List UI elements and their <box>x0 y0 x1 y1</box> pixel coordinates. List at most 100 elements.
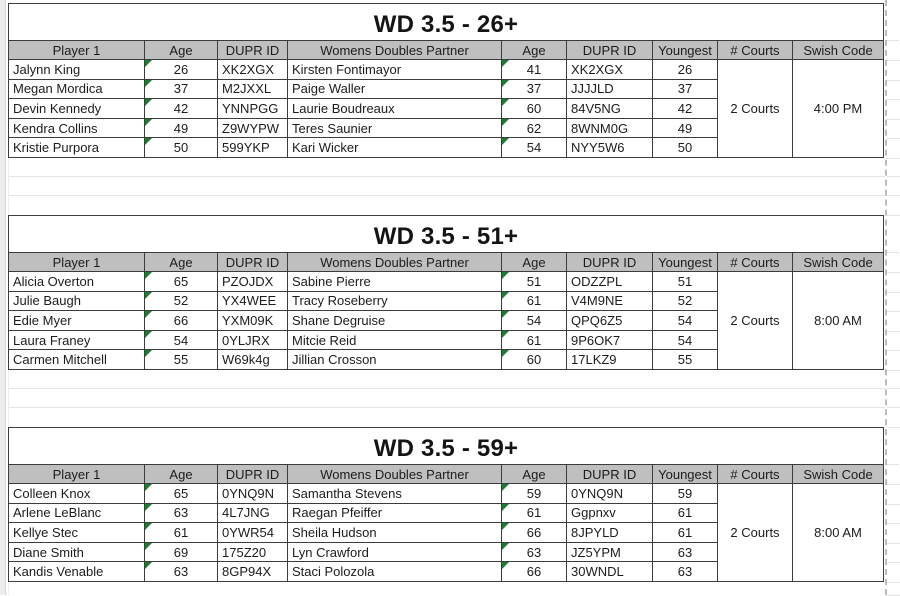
youngest-cell[interactable]: 54 <box>653 311 718 331</box>
partner-age-cell[interactable]: 66 <box>502 523 567 543</box>
column-header-player-1[interactable]: Player 1 <box>8 464 145 484</box>
age-cell[interactable]: 49 <box>145 118 218 139</box>
dupr-id-cell[interactable]: 0YWR54 <box>218 523 288 543</box>
partner-age-cell[interactable]: 54 <box>502 138 567 158</box>
partner-cell[interactable]: Lyn Crawford <box>288 542 502 563</box>
partner-age-cell[interactable]: 60 <box>502 350 567 370</box>
column-header-youngest[interactable]: Youngest <box>653 464 718 484</box>
swish-code-cell[interactable]: 4:00 PM <box>793 60 884 158</box>
youngest-cell[interactable]: 42 <box>653 99 718 119</box>
youngest-cell[interactable]: 61 <box>653 523 718 543</box>
section-title-cell[interactable]: WD 3.5 - 51+ <box>8 215 899 253</box>
dupr-id-cell[interactable]: 0YNQ9N <box>218 484 288 504</box>
age-cell[interactable]: 50 <box>145 138 218 158</box>
partner-age-cell[interactable]: 66 <box>502 562 567 582</box>
partner-age-cell[interactable]: 63 <box>502 542 567 563</box>
partner-dupr-id-cell[interactable]: ODZZPL <box>567 272 653 292</box>
column-header-num-courts[interactable]: # Courts <box>718 464 793 484</box>
player1-cell[interactable]: Devin Kennedy <box>8 99 145 119</box>
column-header-dupr-id[interactable]: DUPR ID <box>218 464 288 484</box>
partner-cell[interactable]: Shane Degruise <box>288 311 502 331</box>
player1-cell[interactable]: Kellye Stec <box>8 523 145 543</box>
partner-cell[interactable]: Staci Polozola <box>288 562 502 582</box>
youngest-cell[interactable]: 49 <box>653 118 718 139</box>
column-header-age-2[interactable]: Age <box>502 464 567 484</box>
dupr-id-cell[interactable]: PZOJDX <box>218 272 288 292</box>
player1-cell[interactable]: Arlene LeBlanc <box>8 503 145 524</box>
age-cell[interactable]: 63 <box>145 503 218 524</box>
player1-cell[interactable]: Jalynn King <box>8 60 145 80</box>
partner-age-cell[interactable]: 54 <box>502 311 567 331</box>
column-header-womens-doubles-partner[interactable]: Womens Doubles Partner <box>288 464 502 484</box>
partner-age-cell[interactable]: 62 <box>502 118 567 139</box>
column-header-player-1[interactable]: Player 1 <box>8 40 145 60</box>
column-header-swish-code[interactable]: Swish Code <box>793 464 884 484</box>
age-cell[interactable]: 61 <box>145 523 218 543</box>
swish-code-cell[interactable]: 8:00 AM <box>793 272 884 370</box>
dupr-id-cell[interactable]: M2JXXL <box>218 79 288 100</box>
age-cell[interactable]: 52 <box>145 291 218 312</box>
youngest-cell[interactable]: 63 <box>653 542 718 563</box>
courts-cell[interactable]: 2 Courts <box>718 272 793 370</box>
column-header-dupr-id-2[interactable]: DUPR ID <box>567 464 653 484</box>
partner-dupr-id-cell[interactable]: JJJJLD <box>567 79 653 100</box>
youngest-cell[interactable]: 63 <box>653 562 718 582</box>
youngest-cell[interactable]: 51 <box>653 272 718 292</box>
column-header-dupr-id-2[interactable]: DUPR ID <box>567 40 653 60</box>
empty-grid-area[interactable] <box>8 158 900 216</box>
partner-dupr-id-cell[interactable]: 8JPYLD <box>567 523 653 543</box>
player1-cell[interactable]: Colleen Knox <box>8 484 145 504</box>
partner-dupr-id-cell[interactable]: 0YNQ9N <box>567 484 653 504</box>
age-cell[interactable]: 66 <box>145 311 218 331</box>
partner-cell[interactable]: Teres Saunier <box>288 118 502 139</box>
dupr-id-cell[interactable]: YX4WEE <box>218 291 288 312</box>
partner-cell[interactable]: Paige Waller <box>288 79 502 100</box>
empty-grid-area[interactable] <box>8 582 900 596</box>
column-header-womens-doubles-partner[interactable]: Womens Doubles Partner <box>288 40 502 60</box>
player1-cell[interactable]: Carmen Mitchell <box>8 350 145 370</box>
column-header-swish-code[interactable]: Swish Code <box>793 252 884 272</box>
partner-age-cell[interactable]: 61 <box>502 330 567 351</box>
dupr-id-cell[interactable]: YNNPGG <box>218 99 288 119</box>
player1-cell[interactable]: Kandis Venable <box>8 562 145 582</box>
age-cell[interactable]: 26 <box>145 60 218 80</box>
partner-dupr-id-cell[interactable]: 17LKZ9 <box>567 350 653 370</box>
column-header-dupr-id[interactable]: DUPR ID <box>218 252 288 272</box>
column-header-num-courts[interactable]: # Courts <box>718 252 793 272</box>
partner-cell[interactable]: Kari Wicker <box>288 138 502 158</box>
age-cell[interactable]: 69 <box>145 542 218 563</box>
column-header-swish-code[interactable]: Swish Code <box>793 40 884 60</box>
partner-cell[interactable]: Kirsten Fontimayor <box>288 60 502 80</box>
dupr-id-cell[interactable]: 0YLJRX <box>218 330 288 351</box>
player1-cell[interactable]: Julie Baugh <box>8 291 145 312</box>
partner-cell[interactable]: Samantha Stevens <box>288 484 502 504</box>
column-header-youngest[interactable]: Youngest <box>653 40 718 60</box>
partner-cell[interactable]: Jillian Crosson <box>288 350 502 370</box>
youngest-cell[interactable]: 54 <box>653 330 718 351</box>
partner-cell[interactable]: Tracy Roseberry <box>288 291 502 312</box>
column-header-dupr-id[interactable]: DUPR ID <box>218 40 288 60</box>
player1-cell[interactable]: Laura Franey <box>8 330 145 351</box>
column-header-age[interactable]: Age <box>145 40 218 60</box>
partner-age-cell[interactable]: 60 <box>502 99 567 119</box>
youngest-cell[interactable]: 50 <box>653 138 718 158</box>
dupr-id-cell[interactable]: YXM09K <box>218 311 288 331</box>
dupr-id-cell[interactable]: W69k4g <box>218 350 288 370</box>
dupr-id-cell[interactable]: 8GP94X <box>218 562 288 582</box>
column-header-player-1[interactable]: Player 1 <box>8 252 145 272</box>
partner-dupr-id-cell[interactable]: 84V5NG <box>567 99 653 119</box>
partner-age-cell[interactable]: 41 <box>502 60 567 80</box>
age-cell[interactable]: 54 <box>145 330 218 351</box>
partner-cell[interactable]: Sabine Pierre <box>288 272 502 292</box>
youngest-cell[interactable]: 37 <box>653 79 718 100</box>
column-header-age-2[interactable]: Age <box>502 252 567 272</box>
partner-dupr-id-cell[interactable]: V4M9NE <box>567 291 653 312</box>
partner-dupr-id-cell[interactable]: QPQ6Z5 <box>567 311 653 331</box>
partner-dupr-id-cell[interactable]: NYY5W6 <box>567 138 653 158</box>
player1-cell[interactable]: Diane Smith <box>8 542 145 563</box>
age-cell[interactable]: 63 <box>145 562 218 582</box>
section-title-cell[interactable]: WD 3.5 - 26+ <box>8 3 899 41</box>
player1-cell[interactable]: Edie Myer <box>8 311 145 331</box>
swish-code-cell[interactable]: 8:00 AM <box>793 484 884 582</box>
dupr-id-cell[interactable]: 599YKP <box>218 138 288 158</box>
